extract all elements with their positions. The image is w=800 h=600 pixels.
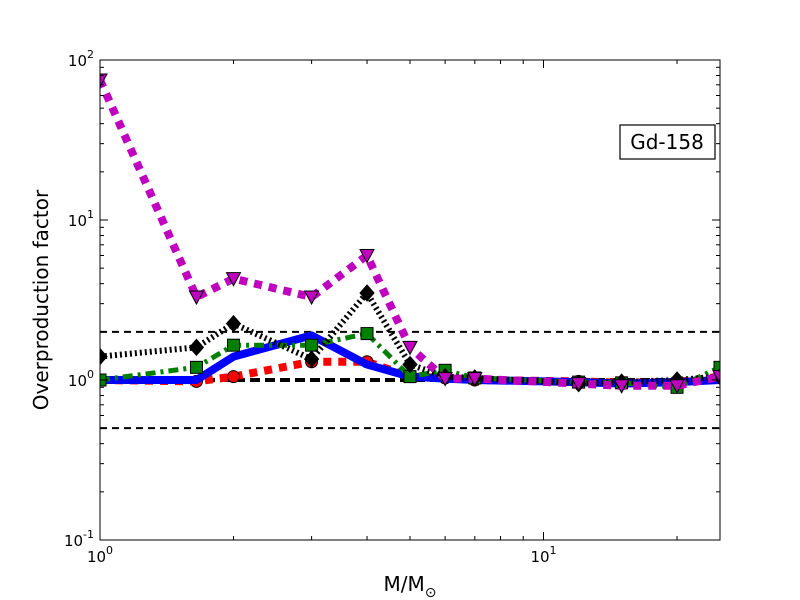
x-tick-label-1: 101	[530, 544, 556, 566]
series-4-point-1	[188, 290, 205, 306]
series-3-point-4	[359, 284, 375, 302]
series-4-point-6	[437, 372, 453, 387]
x-tick-exp-0: 0	[106, 544, 113, 557]
x-tick-exp-1: 1	[550, 544, 557, 557]
x-axis-title-main: M/M	[384, 572, 425, 596]
y-tick-base-1: 10	[68, 372, 87, 390]
annotation-box: Gd-158	[619, 124, 716, 160]
y-tick-label-2: 101	[68, 208, 94, 230]
y-tick-exp-0: -1	[83, 528, 94, 541]
y-tick-label-0: 10-1	[64, 528, 94, 550]
series-3-point-0	[100, 347, 108, 366]
series-4-point-8	[570, 377, 587, 392]
series-3-point-1	[188, 338, 205, 357]
y-tick-base-3: 10	[68, 52, 87, 70]
series-4-point-4	[359, 248, 375, 264]
series-4-point-0	[100, 73, 108, 89]
series-4-point-10	[669, 379, 685, 394]
series-2-point-4	[360, 327, 374, 341]
y-tick-exp-3: 2	[87, 48, 94, 61]
series-3-point-5	[402, 355, 418, 374]
x-axis-title-sub: ⊙	[425, 585, 437, 600]
series-line-4	[100, 78, 720, 390]
series-4-point-5	[402, 340, 418, 356]
annotation-label: Gd-158	[630, 130, 704, 154]
series-3-point-3	[303, 350, 320, 368]
series-2-point-1	[189, 360, 203, 374]
series-3-point-2	[225, 314, 242, 333]
y-tick-exp-2: 1	[87, 208, 94, 221]
y-tick-exp-1: 0	[87, 368, 94, 381]
series-4-point-9	[613, 379, 630, 394]
x-tick-base-0: 10	[87, 548, 106, 566]
series-4-point-3	[303, 290, 320, 306]
series-2-point-11	[713, 360, 720, 374]
annotation-frame	[619, 124, 716, 160]
series-2-point-2	[227, 338, 241, 352]
y-tick-base-2: 10	[68, 212, 87, 230]
x-tick-label-0: 100	[87, 544, 113, 566]
series-4-point-7	[466, 372, 483, 387]
y-tick-label-3: 102	[68, 48, 94, 70]
x-tick-base-1: 10	[530, 548, 549, 566]
series-0-point-2	[227, 370, 241, 384]
series-4-point-2	[225, 272, 242, 287]
y-tick-label-1: 100	[68, 368, 94, 390]
y-axis-title: Overproduction factor	[29, 189, 53, 410]
x-axis-title: M/M⊙	[384, 572, 437, 600]
y-tick-base-0: 10	[64, 532, 83, 550]
